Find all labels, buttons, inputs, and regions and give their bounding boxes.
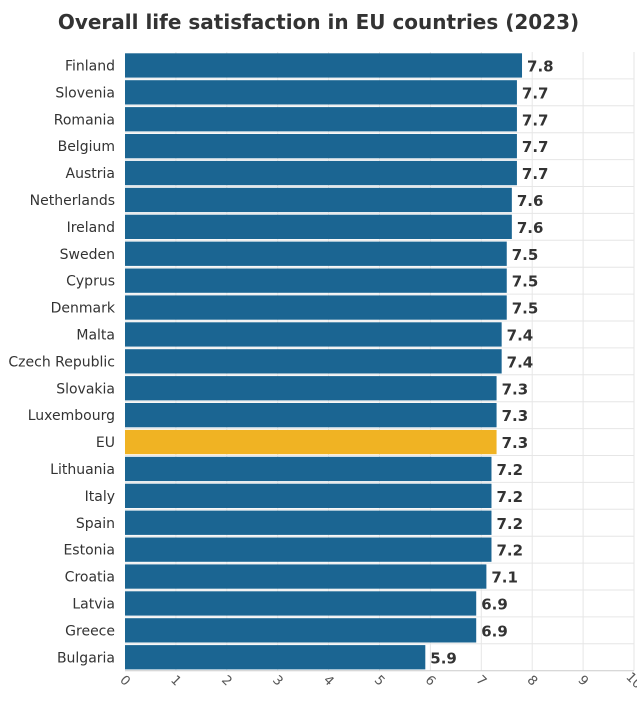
bar-15: [125, 456, 492, 482]
category-label-8: Cyprus: [66, 274, 115, 290]
category-label-10: Malta: [76, 327, 115, 343]
bar-8: [125, 268, 507, 293]
x-tick-label-3: 3: [269, 673, 285, 689]
value-label-3: 7.7: [522, 138, 549, 156]
bar-20: [125, 591, 477, 616]
bar-19: [125, 564, 487, 589]
bar-21: [125, 618, 477, 643]
x-tick-label-4: 4: [320, 673, 336, 689]
category-label-9: Denmark: [51, 301, 116, 317]
category-label-5: Netherlands: [30, 193, 115, 209]
category-label-17: Spain: [76, 516, 115, 532]
bar-11: [125, 349, 502, 374]
bar-7: [125, 241, 507, 266]
category-label-21: Greece: [65, 623, 115, 639]
value-label-6: 7.6: [517, 219, 544, 237]
bar-12: [125, 376, 497, 401]
category-label-19: Croatia: [65, 570, 115, 586]
x-tick-label-10: 10: [622, 670, 637, 692]
bar-14: [125, 429, 497, 455]
bar-5: [125, 187, 512, 213]
bar-1: [125, 80, 517, 105]
x-tick-label-5: 5: [371, 673, 387, 689]
value-label-21: 6.9: [481, 622, 508, 640]
value-label-4: 7.7: [522, 165, 549, 183]
x-tick-label-1: 1: [167, 673, 183, 689]
value-label-16: 7.2: [496, 488, 523, 506]
value-label-11: 7.4: [507, 353, 534, 371]
category-label-22: Bulgaria: [57, 650, 115, 666]
bar-6: [125, 214, 512, 239]
value-label-12: 7.3: [502, 380, 529, 398]
value-label-15: 7.2: [496, 461, 523, 479]
category-label-0: Finland: [65, 58, 115, 74]
value-label-17: 7.2: [496, 515, 523, 533]
value-label-9: 7.5: [512, 300, 539, 318]
category-label-7: Sweden: [60, 247, 115, 263]
value-label-13: 7.3: [502, 407, 529, 425]
x-tick-label-0: 0: [116, 673, 132, 689]
category-label-16: Italy: [85, 489, 115, 505]
category-label-3: Belgium: [58, 139, 115, 155]
x-tick-label-7: 7: [473, 673, 489, 689]
value-label-14: 7.3: [502, 434, 529, 452]
value-label-0: 7.8: [527, 57, 554, 75]
x-tick-label-9: 9: [575, 673, 591, 689]
value-label-7: 7.5: [512, 246, 539, 264]
x-tick-label-6: 6: [422, 673, 438, 689]
category-label-1: Slovenia: [55, 85, 115, 101]
category-label-15: Lithuania: [50, 462, 115, 478]
value-label-8: 7.5: [512, 273, 539, 291]
bar-4: [125, 160, 517, 186]
category-label-13: Luxembourg: [28, 408, 115, 424]
bar-9: [125, 295, 507, 320]
value-label-10: 7.4: [507, 326, 534, 344]
value-label-20: 6.9: [481, 595, 508, 613]
value-label-2: 7.7: [522, 111, 549, 129]
category-label-2: Romania: [54, 112, 115, 128]
value-label-18: 7.2: [496, 542, 523, 560]
value-label-22: 5.9: [430, 649, 457, 667]
category-label-20: Latvia: [72, 596, 115, 612]
bar-13: [125, 403, 497, 428]
bar-3: [125, 134, 517, 159]
bar-2: [125, 107, 517, 132]
category-label-11: Czech Republic: [8, 354, 115, 370]
bar-17: [125, 510, 492, 535]
x-tick-label-8: 8: [524, 673, 540, 689]
value-label-1: 7.7: [522, 84, 549, 102]
bar-0: [125, 53, 523, 78]
bar-16: [125, 483, 492, 508]
x-tick-label-2: 2: [218, 673, 234, 689]
chart-title: Overall life satisfaction in EU countrie…: [57, 10, 580, 34]
bar-10: [125, 322, 502, 347]
category-label-6: Ireland: [67, 220, 115, 236]
category-label-18: Estonia: [63, 543, 115, 559]
category-label-4: Austria: [66, 166, 115, 182]
value-label-19: 7.1: [491, 569, 518, 587]
category-label-14: EU: [96, 435, 115, 451]
category-label-12: Slovakia: [56, 381, 115, 397]
value-label-5: 7.6: [517, 192, 544, 210]
bar-18: [125, 537, 492, 562]
bar-22: [125, 645, 426, 670]
